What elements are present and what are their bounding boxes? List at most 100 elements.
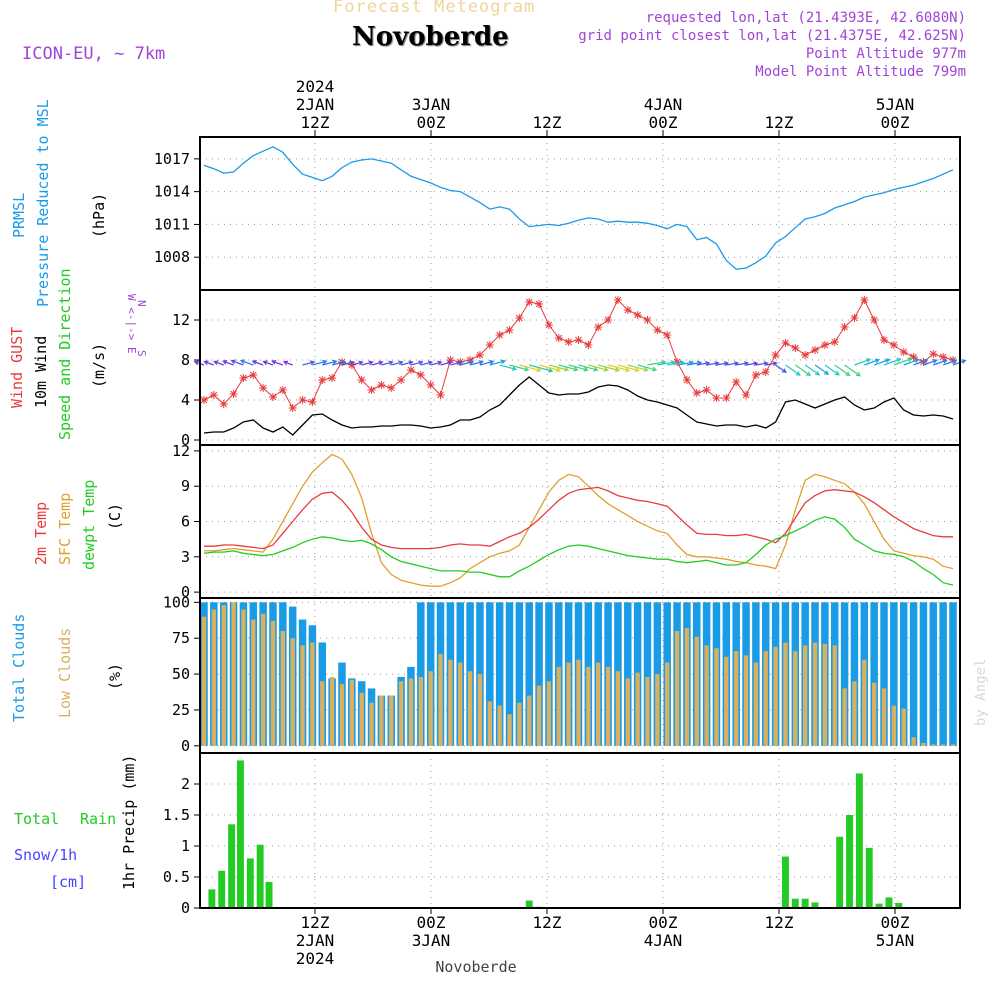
- ytick-label-clouds: 75: [172, 629, 190, 647]
- wind-direction-arrow: [578, 364, 598, 371]
- wind-direction-arrow: [696, 362, 710, 366]
- wind-direction-arrow: [509, 364, 529, 371]
- wind-direction-arrow: [854, 358, 871, 366]
- wind-direction-arrow: [548, 364, 569, 371]
- ytick-label-temp: 6: [181, 513, 190, 531]
- wind-gust-marker: [209, 391, 218, 399]
- wind-direction-arrow: [755, 362, 768, 366]
- wind-gust-marker: [692, 389, 701, 397]
- wind-direction-arrow: [824, 364, 840, 376]
- wind-arrow-head: [378, 360, 384, 366]
- wind-arrow-head: [625, 367, 631, 373]
- temp-unit: (C): [106, 503, 124, 530]
- precip-bar: [855, 773, 863, 908]
- ytick-label-temp: 12: [172, 442, 190, 460]
- wind-arrow-head: [536, 367, 542, 373]
- wind-gust-marker: [505, 326, 514, 334]
- wind-direction-arrow: [204, 361, 215, 366]
- wind-gust-marker: [643, 316, 652, 324]
- wind-gust-marker: [761, 368, 770, 376]
- wind-gust-marker: [673, 358, 682, 366]
- compass-we: W <-|-> E: [125, 294, 138, 354]
- wind-speed-line: [203, 376, 954, 436]
- wind-gust-marker: [574, 336, 583, 344]
- total-cloud-bar: [515, 602, 524, 746]
- precip-bar: [836, 836, 844, 908]
- wind-arrow-head: [282, 360, 289, 366]
- low-cloud-bar: [586, 666, 591, 746]
- ytick-label-pressure: 1014: [154, 183, 190, 201]
- low-cloud-bar: [852, 681, 857, 746]
- panel-frame-precip: [199, 752, 961, 909]
- precip-bar: [875, 903, 883, 908]
- total-cloud-bar: [919, 602, 928, 746]
- wind-gust-marker: [791, 344, 800, 352]
- ytick-label-pressure: 1017: [154, 150, 190, 168]
- wind-direction-arrow: [726, 362, 739, 366]
- low-cloud-bar: [497, 705, 502, 746]
- wind-arrow-head: [593, 366, 599, 372]
- wind-direction-arrow: [252, 360, 264, 366]
- temp-2m-line: [204, 486, 953, 550]
- wind-gust-marker: [259, 384, 268, 392]
- wind-arrow-head: [942, 358, 948, 364]
- bottom-time-label: 5JAN: [876, 931, 915, 950]
- wind-direction-arrow: [913, 359, 928, 366]
- wind-arrow-head: [634, 367, 640, 373]
- wind-direction-arrow: [391, 361, 403, 366]
- wind-arrow-head: [714, 361, 720, 366]
- watermark: by Angel: [973, 659, 989, 726]
- low-cloud-bar: [773, 646, 778, 746]
- wind-gust-marker: [682, 376, 691, 384]
- low-cloud-bar: [320, 681, 325, 746]
- ytick-label-precip: 1.5: [163, 806, 190, 824]
- wind-arrow-head: [573, 366, 579, 372]
- precip-bar: [208, 889, 216, 908]
- wind-arrow-head: [922, 358, 929, 364]
- temp-dewpt-label: dewpt Temp: [80, 480, 98, 570]
- wind-direction-arrow: [893, 358, 912, 366]
- wind-gust-marker: [811, 346, 820, 354]
- total-cloud-bar: [643, 602, 652, 746]
- precip-bar: [237, 760, 244, 908]
- wind-gust-marker: [288, 404, 297, 412]
- wind-arrow-head: [795, 371, 801, 376]
- wind-arrow-head: [834, 370, 840, 376]
- low-cloud-bar: [300, 645, 305, 746]
- low-cloud-bar: [931, 744, 936, 746]
- wind-arrow-head: [772, 361, 778, 367]
- wind-gust-marker: [554, 334, 563, 342]
- wind-direction-arrow: [529, 364, 553, 372]
- low-cloud-bar: [635, 672, 640, 746]
- wind-gust-marker: [495, 331, 504, 339]
- wind-arrow-head: [468, 360, 475, 365]
- wind-gust-marker: [594, 323, 603, 331]
- wind-gust-marker: [860, 296, 869, 304]
- point-altitude: Point Altitude 977m: [805, 46, 966, 62]
- top-time-label: 4JAN: [644, 95, 683, 114]
- precip-rain-label: Rain: [80, 810, 116, 828]
- top-time-label: 00Z: [417, 113, 446, 132]
- ytick-label-temp: 3: [181, 548, 190, 566]
- top-time-label: 2024: [296, 77, 335, 96]
- low-cloud-bar: [871, 682, 877, 746]
- low-cloud-bar: [458, 662, 463, 746]
- low-cloud-bar: [231, 602, 236, 746]
- wind-direction-arrow: [933, 359, 947, 366]
- wind-arrow-head: [874, 358, 881, 364]
- wind-gust-marker: [633, 311, 642, 319]
- temp-sfc-label: SFC Temp: [56, 493, 74, 565]
- top-time-label: 3JAN: [412, 95, 451, 114]
- wind-arrow-head: [866, 358, 872, 363]
- compass-s: S: [135, 350, 148, 357]
- wind-arrow-head: [806, 371, 812, 377]
- top-time-label: 2JAN: [296, 95, 335, 114]
- dewpt-line: [203, 516, 954, 586]
- low-cloud-bar: [674, 631, 680, 746]
- bottom-time-label: 12Z: [765, 913, 794, 932]
- bottom-time-label: 00Z: [417, 913, 446, 932]
- compass-rose: N W <-|-> E S: [125, 294, 148, 357]
- low-cloud-bar: [566, 662, 571, 746]
- low-cloud-bar: [763, 651, 768, 746]
